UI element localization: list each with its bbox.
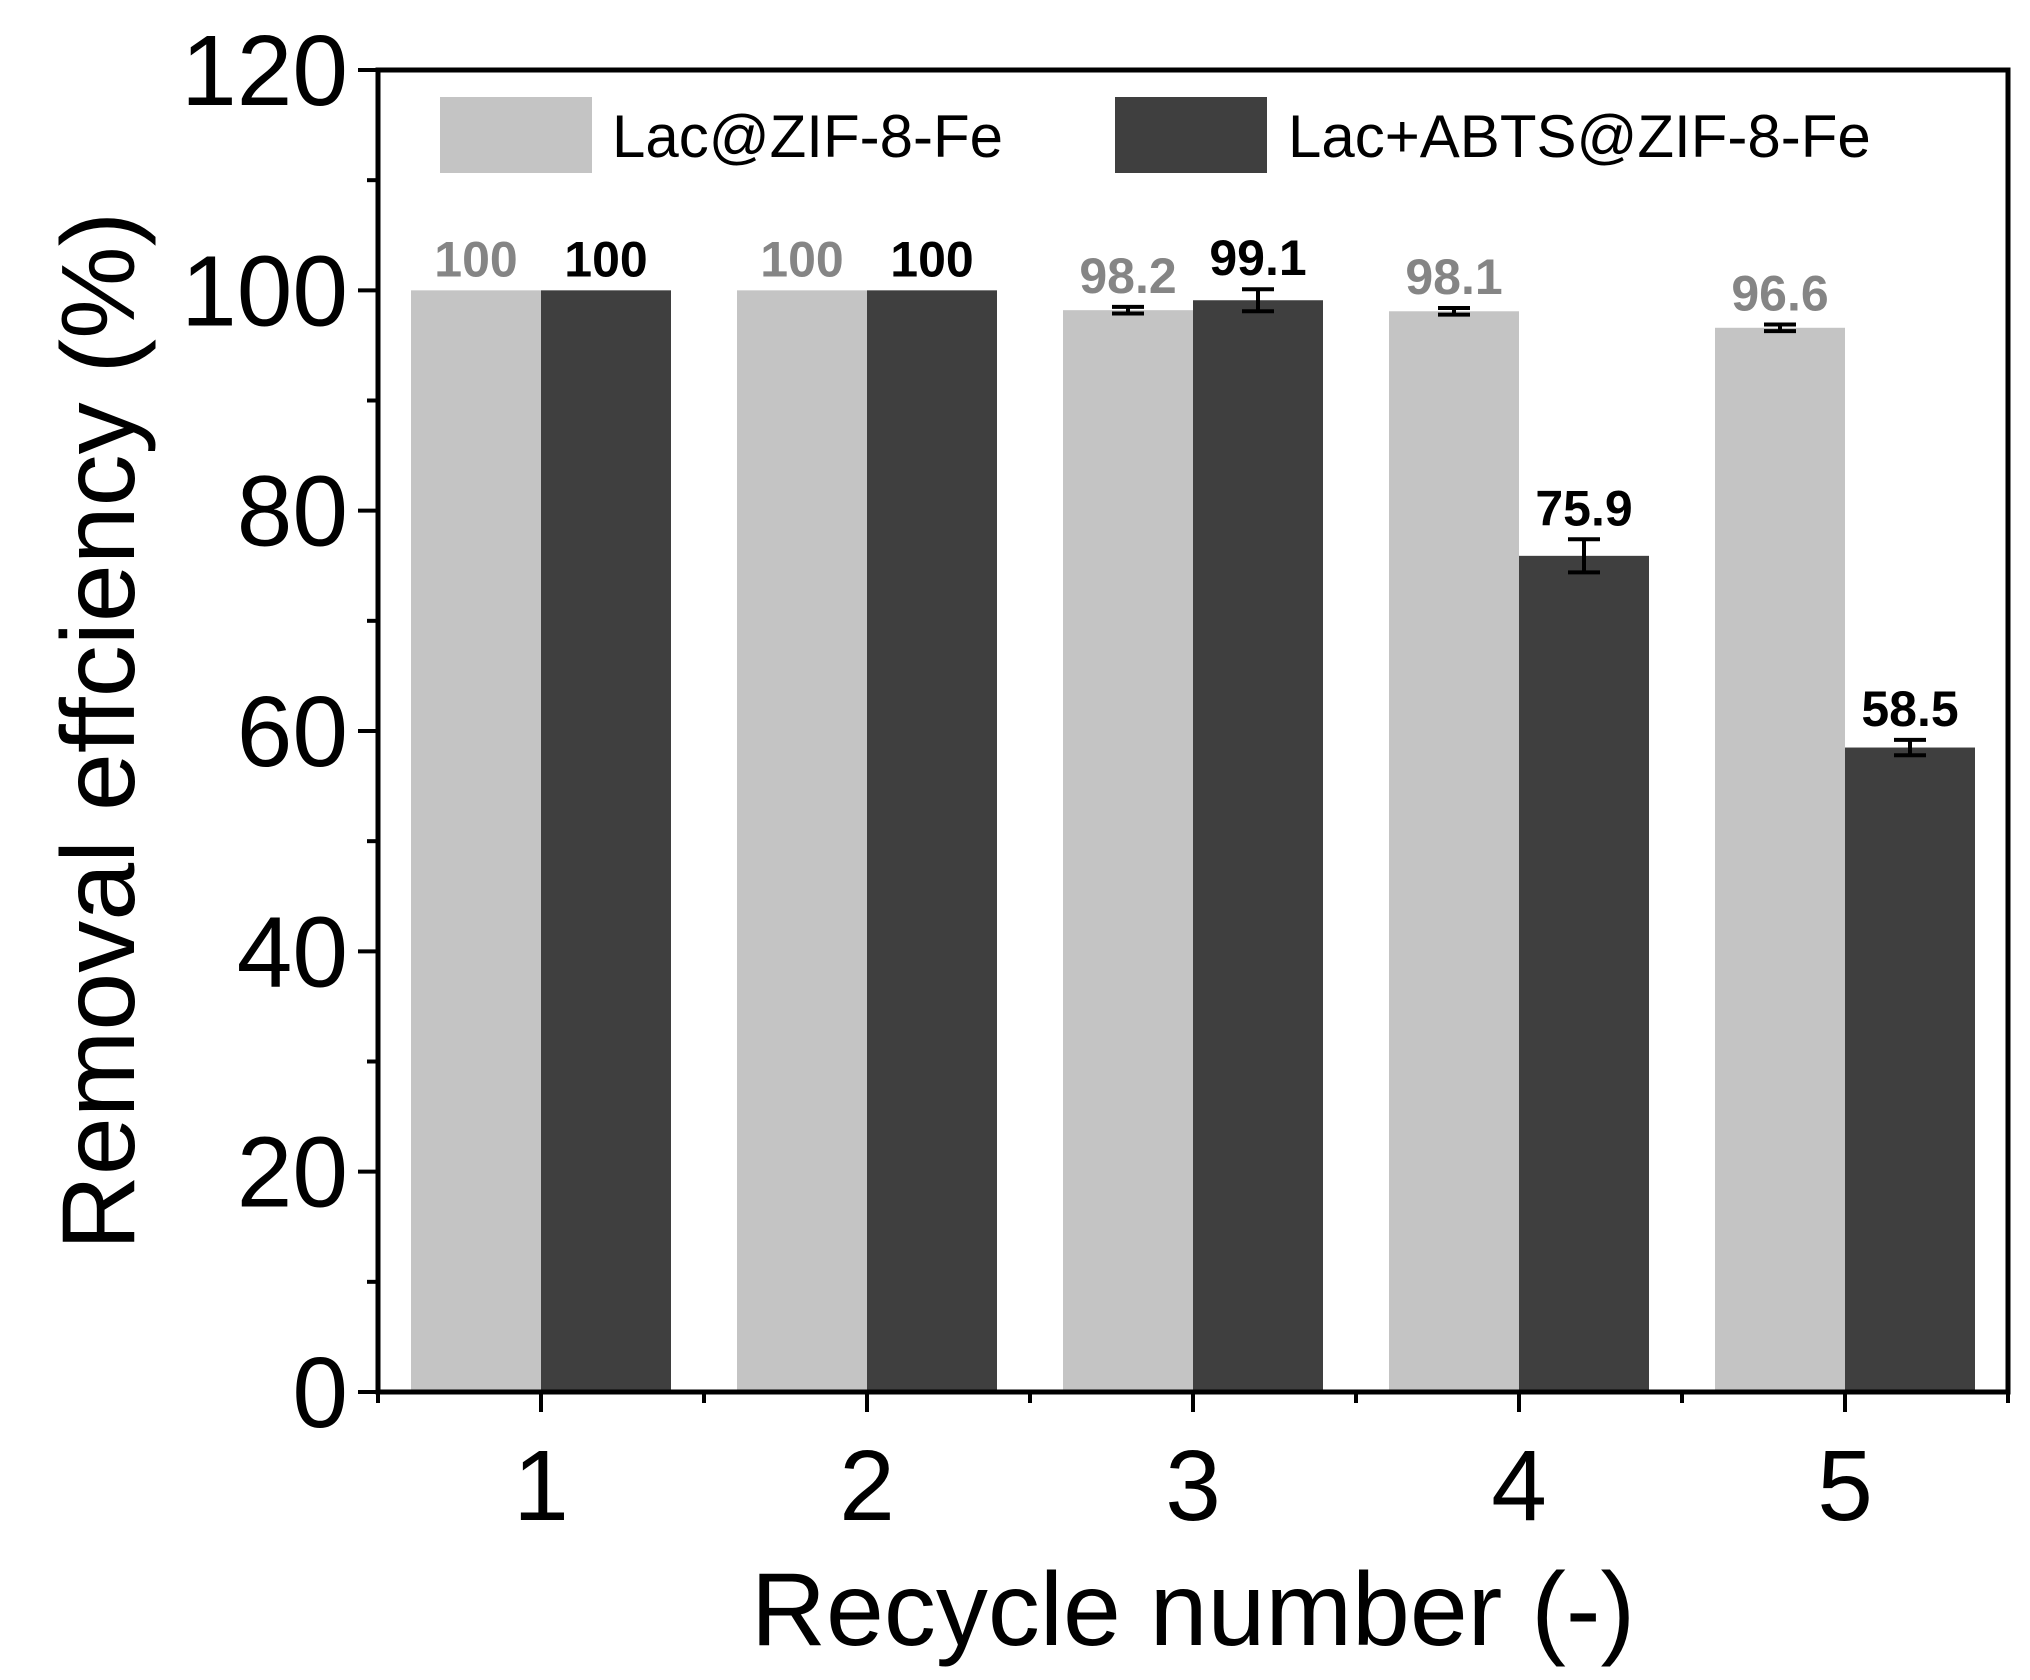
- data-label-series1-cycle2: 100: [760, 231, 843, 287]
- data-label-series2-cycle3: 99.1: [1209, 230, 1306, 286]
- error-bar-series2-cycle4: [1568, 537, 1600, 575]
- x-tick-label: 3: [1165, 1430, 1221, 1542]
- error-bar-series1-cycle3: [1112, 304, 1144, 316]
- bar-series1-cycle1: [411, 290, 541, 1392]
- y-tick-label: 120: [181, 15, 348, 127]
- error-bar-series1-cycle4: [1438, 305, 1470, 317]
- legend-swatch: [440, 97, 592, 173]
- x-tick-label: 5: [1817, 1430, 1873, 1542]
- y-axis-title: Removal effciency (%): [41, 212, 157, 1250]
- error-bar-series2-cycle3: [1242, 287, 1274, 314]
- legend-item-series1: Lac@ZIF-8-Fe: [440, 97, 1003, 173]
- legend-swatch: [1115, 97, 1267, 173]
- error-bar-series2-cycle5: [1894, 737, 1926, 758]
- data-labels-layer: 100 100 98.2 98.1 96.6 100 100 99.1 75.9 58.5: [434, 230, 1958, 737]
- x-axis-ticks: 1 2 3 4 5: [376, 1392, 2010, 1542]
- y-tick-label: 80: [237, 456, 348, 568]
- bar-series2-cycle4: [1519, 555, 1649, 1392]
- x-tick-label: 1: [513, 1430, 569, 1542]
- x-tick-label: 2: [839, 1430, 895, 1542]
- y-tick-label: 60: [237, 676, 348, 788]
- legend-label: Lac+ABTS@ZIF-8-Fe: [1288, 103, 1871, 170]
- error-bar-series1-cycle5: [1764, 322, 1796, 334]
- x-axis-title: Recycle number (-): [751, 1552, 1635, 1668]
- bar-series2-cycle5: [1845, 747, 1975, 1392]
- y-axis-ticks: 0 20 40 60 80 100 120: [181, 15, 378, 1449]
- bar-series2-cycle3: [1193, 300, 1323, 1393]
- data-label-series1-cycle3: 98.2: [1079, 248, 1176, 304]
- data-label-series2-cycle4: 75.9: [1535, 480, 1632, 536]
- data-label-series2-cycle1: 100: [564, 231, 647, 287]
- bar-series1-cycle4: [1389, 311, 1519, 1392]
- y-tick-label: 100: [181, 235, 348, 347]
- legend: Lac@ZIF-8-Fe Lac+ABTS@ZIF-8-Fe: [440, 97, 1871, 173]
- data-label-series1-cycle1: 100: [434, 231, 517, 287]
- data-label-series2-cycle2: 100: [890, 231, 973, 287]
- bar-series1-cycle5: [1715, 327, 1845, 1392]
- legend-label: Lac@ZIF-8-Fe: [612, 103, 1003, 170]
- y-tick-label: 40: [237, 896, 348, 1008]
- data-label-series1-cycle4: 98.1: [1405, 249, 1502, 305]
- data-label-series2-cycle5: 58.5: [1861, 681, 1958, 737]
- y-tick-label: 20: [237, 1117, 348, 1229]
- x-tick-label: 4: [1491, 1430, 1547, 1542]
- legend-item-series2: Lac+ABTS@ZIF-8-Fe: [1115, 97, 1871, 173]
- y-tick-label: 0: [292, 1337, 348, 1449]
- data-label-series1-cycle5: 96.6: [1731, 265, 1828, 321]
- error-bars-layer: [1112, 287, 1926, 758]
- bar-series1-cycle2: [737, 290, 867, 1392]
- bar-series2-cycle1: [541, 290, 671, 1392]
- bar-series2-cycle2: [867, 290, 997, 1392]
- bars-layer: [411, 290, 1975, 1393]
- bar-series1-cycle3: [1063, 310, 1193, 1392]
